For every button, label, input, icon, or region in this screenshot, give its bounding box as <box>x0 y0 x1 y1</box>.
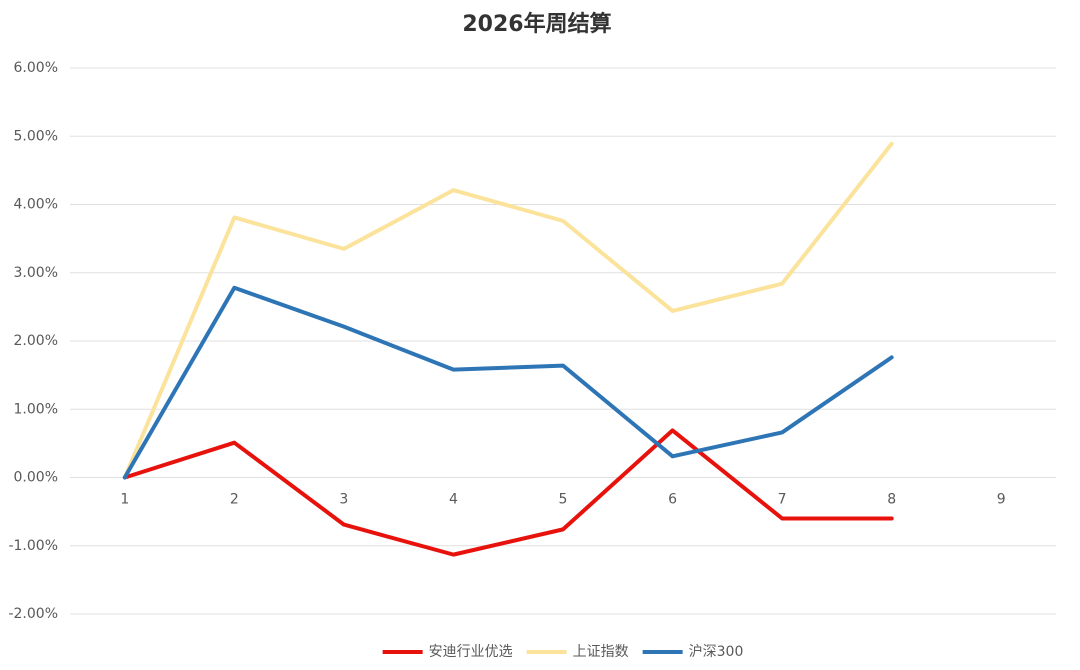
y-tick-label: 0.00% <box>14 470 58 486</box>
y-tick-label: 1.00% <box>14 401 58 417</box>
y-tick-label: 2.00% <box>14 333 58 349</box>
series-line <box>122 285 894 480</box>
series-line <box>122 428 894 557</box>
y-tick-label: -2.00% <box>8 606 58 622</box>
legend-label: 沪深300 <box>689 644 744 660</box>
series-line <box>122 141 894 480</box>
chart-title: 2026年周结算 <box>462 11 611 37</box>
x-tick-label: 4 <box>449 492 458 508</box>
x-tick-label: 2 <box>230 492 239 508</box>
x-tick-label: 6 <box>668 492 677 508</box>
y-tick-label: -1.00% <box>8 538 58 554</box>
y-tick-label: 3.00% <box>14 265 58 281</box>
x-tick-label: 5 <box>559 492 568 508</box>
x-tick-label: 8 <box>887 492 896 508</box>
x-tick-label: 7 <box>778 492 787 508</box>
x-tick-label: 3 <box>339 492 348 508</box>
y-tick-label: 5.00% <box>14 128 58 144</box>
y-tick-label: 4.00% <box>14 197 58 213</box>
x-tick-label: 1 <box>120 492 129 508</box>
legend-label: 上证指数 <box>573 644 629 660</box>
x-tick-label: 9 <box>997 492 1006 508</box>
y-tick-label: 6.00% <box>14 60 58 76</box>
legend-label: 安迪行业优选 <box>429 644 513 660</box>
